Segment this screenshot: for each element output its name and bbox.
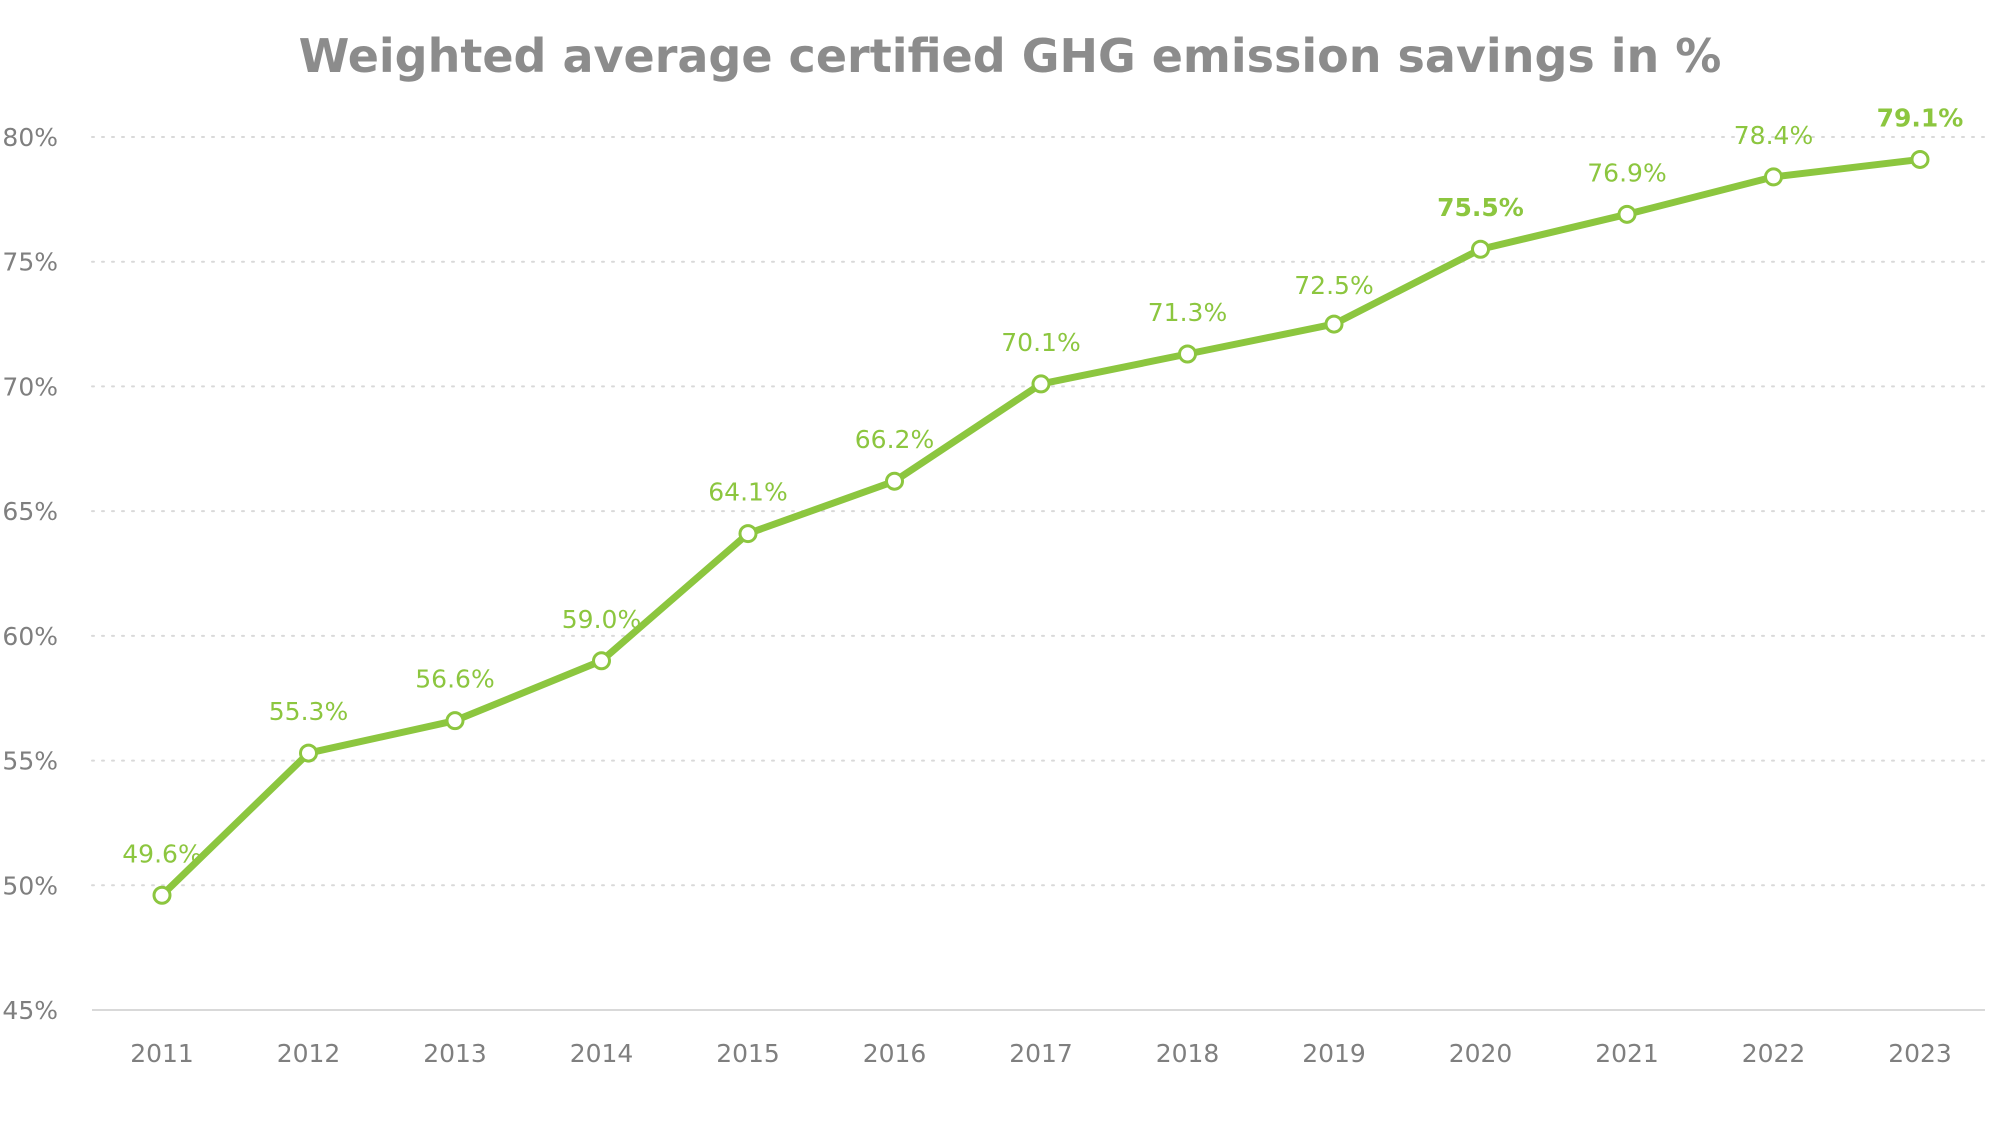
series-markers [152,149,1930,905]
y-tick-label: 55% [2,747,58,776]
data-point [1031,374,1051,394]
data-label: 59.0% [562,605,641,634]
data-label: 49.6% [122,839,201,868]
data-label: 72.5% [1294,271,1373,300]
x-tick-label: 2016 [863,1039,927,1068]
data-label: 70.1% [1001,328,1080,357]
x-tick-label: 2023 [1888,1039,1952,1068]
data-point [1764,167,1783,187]
x-tick-label: 2020 [1449,1039,1513,1068]
data-labels: 49.6% 55.3% 56.6% 59.0% 64.1% 66.2% 70.1% 71.3%… [122,103,1963,868]
data-point [1910,149,1930,169]
y-tick-label: 80% [2,123,58,152]
data-point [592,651,611,671]
data-label: 71.3% [1148,298,1227,327]
data-label: 78.4% [1734,121,1813,150]
x-tick-label: 2011 [130,1039,194,1068]
data-label: 64.1% [708,478,787,507]
data-label: 76.9% [1587,158,1666,187]
x-tick-label: 2019 [1302,1039,1366,1068]
data-point [885,471,904,491]
data-point [299,743,318,763]
data-label: 55.3% [269,697,348,726]
x-tick-label: 2014 [570,1039,634,1068]
y-tick-label: 70% [2,372,58,401]
y-tick-label: 45% [2,996,58,1025]
data-point [152,885,172,905]
chart-title: Weighted average certified GHG emission … [299,29,1722,83]
data-label: 79.1% [1877,103,1964,132]
data-point [445,711,465,731]
data-label: 75.5% [1437,193,1524,222]
data-label: 56.6% [415,665,494,694]
x-tick-label: 2012 [277,1039,341,1068]
data-point [738,524,758,544]
y-tick-label: 75% [2,248,58,277]
series-line [158,155,1924,899]
x-tick-label: 2021 [1595,1039,1659,1068]
y-tick-label: 65% [2,497,58,526]
data-point [1617,204,1637,224]
x-tick-label: 2017 [1009,1039,1073,1068]
gridlines [91,136,1986,887]
data-label: 66.2% [855,425,934,454]
x-tick-label: 2015 [716,1039,780,1068]
data-point [1178,344,1197,364]
y-axis-ticks: 45% 50% 55% 60% 65% 70% 75% 80% [2,123,58,1025]
x-tick-label: 2018 [1156,1039,1220,1068]
data-point [1471,239,1490,259]
x-tick-label: 2022 [1742,1039,1806,1068]
series-line-layer [158,155,1924,899]
x-axis-ticks: 2011 2012 2013 2014 2015 2016 2017 2018 2019 2020… [130,1039,1952,1068]
y-tick-label: 50% [2,871,58,900]
y-tick-label: 60% [2,622,58,651]
data-point [1324,314,1344,334]
x-tick-label: 2013 [423,1039,487,1068]
